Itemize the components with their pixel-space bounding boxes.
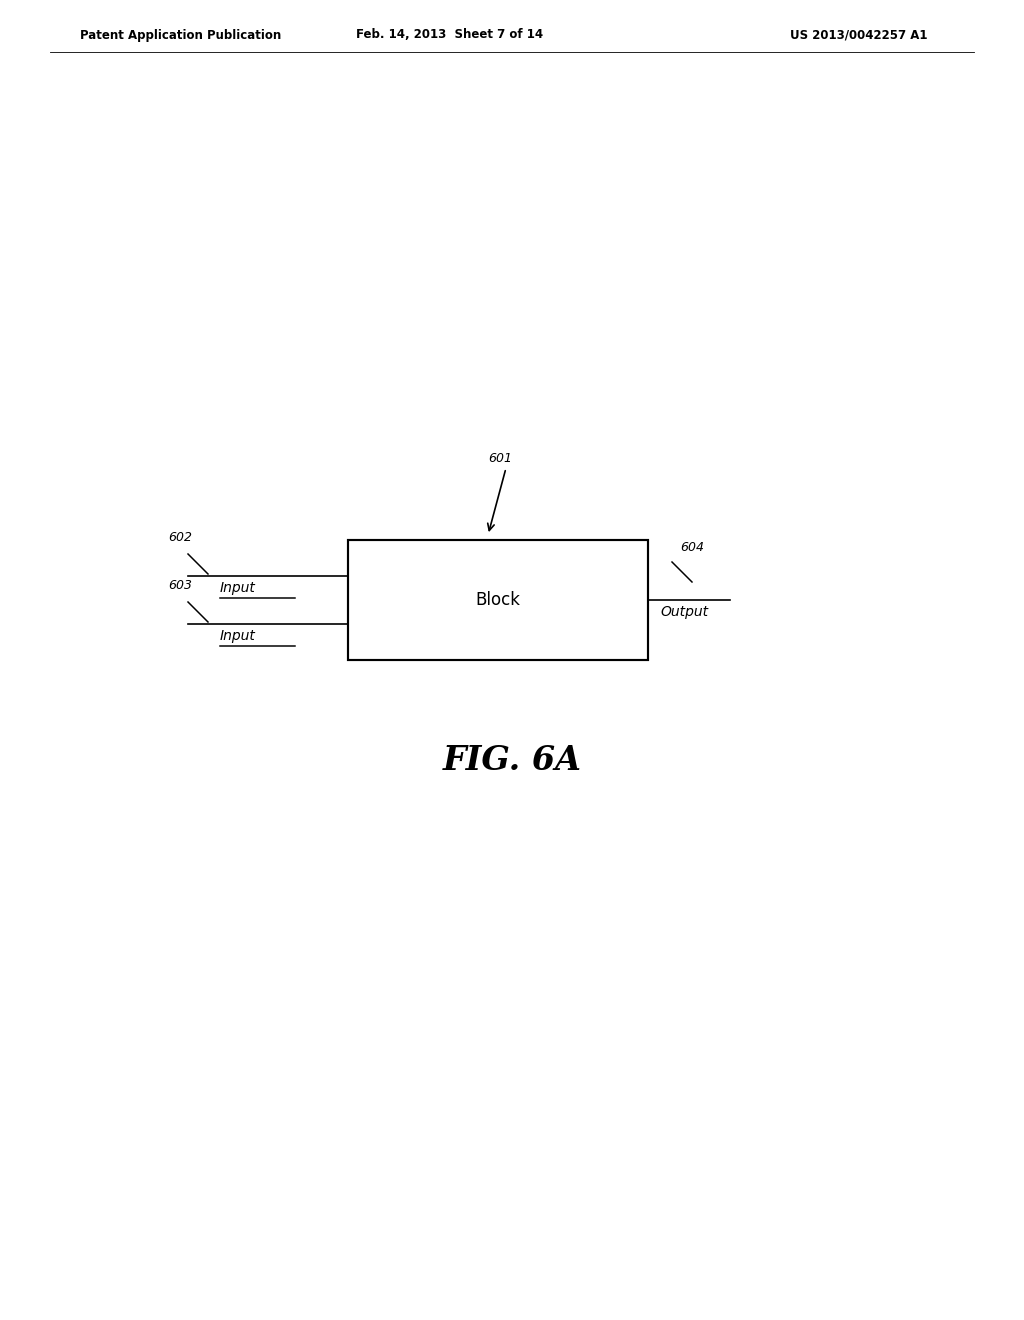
Text: US 2013/0042257 A1: US 2013/0042257 A1 — [790, 29, 928, 41]
Text: Block: Block — [475, 591, 520, 609]
Text: Patent Application Publication: Patent Application Publication — [80, 29, 282, 41]
Text: Input: Input — [220, 581, 256, 595]
Text: Input: Input — [220, 630, 256, 643]
Text: 601: 601 — [488, 451, 512, 465]
Text: 602: 602 — [168, 531, 193, 544]
Bar — [348, 540, 648, 660]
Text: 603: 603 — [168, 579, 193, 591]
Text: Output: Output — [660, 605, 709, 619]
Text: FIG. 6A: FIG. 6A — [442, 743, 582, 776]
Text: Feb. 14, 2013  Sheet 7 of 14: Feb. 14, 2013 Sheet 7 of 14 — [356, 29, 544, 41]
Text: 604: 604 — [680, 541, 705, 554]
